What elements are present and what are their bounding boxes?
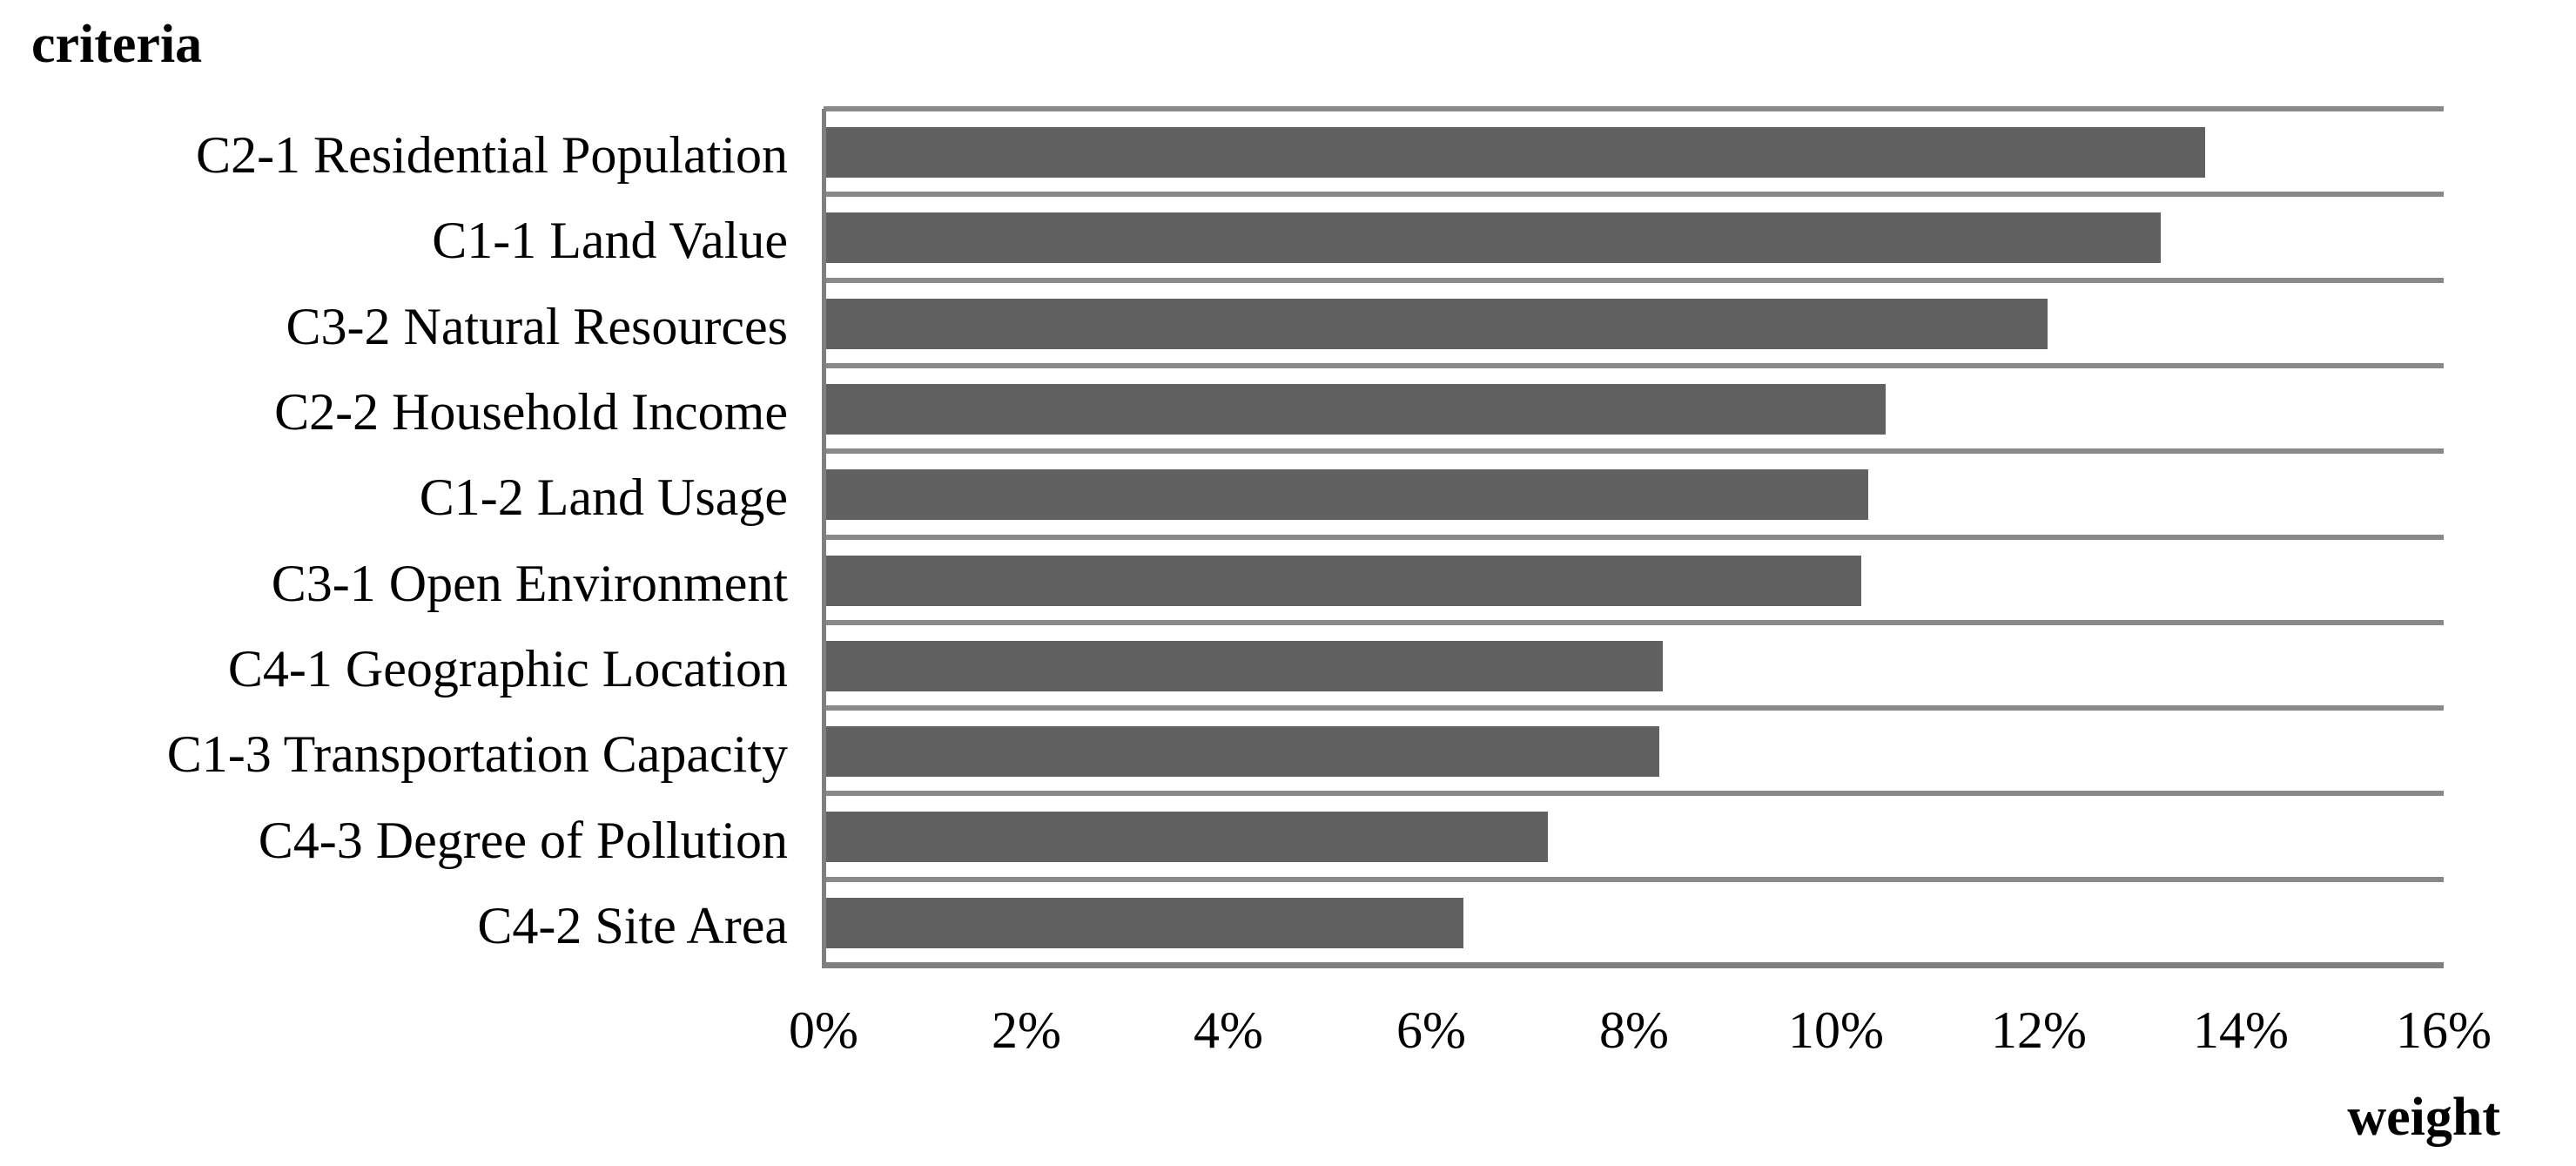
bar: [824, 127, 2205, 178]
bar: [824, 556, 1861, 606]
category-label: C3-2 Natural Resources: [286, 298, 788, 355]
category-label: C4-1 Geographic Location: [227, 640, 788, 698]
x-tick-label: 14%: [2193, 1001, 2289, 1059]
x-axis-title: weight: [2347, 1088, 2500, 1147]
bar: [824, 726, 1659, 777]
gridline: [824, 535, 2444, 540]
category-label: C4-2 Site Area: [477, 897, 788, 954]
gridline: [824, 278, 2444, 283]
category-label: C2-1 Residential Population: [196, 126, 788, 184]
bar: [824, 898, 1463, 948]
category-label: C4-3 Degree of Pollution: [258, 812, 788, 869]
x-tick-label: 8%: [1599, 1001, 1669, 1059]
category-label: C1-3 Transportation Capacity: [166, 725, 788, 783]
x-tick-label: 12%: [1991, 1001, 2087, 1059]
gridline: [824, 620, 2444, 625]
category-label: C2-2 Household Income: [274, 383, 788, 441]
gridline: [824, 363, 2444, 368]
gridline: [824, 192, 2444, 197]
gridline: [824, 705, 2444, 711]
x-tick-label: 16%: [2396, 1001, 2492, 1059]
x-tick-label: 10%: [1788, 1001, 1884, 1059]
category-label: C1-2 Land Usage: [419, 468, 788, 526]
gridline: [824, 877, 2444, 882]
y-axis-title: criteria: [31, 15, 203, 74]
gridline: [824, 448, 2444, 454]
category-label: C3-1 Open Environment: [271, 555, 788, 612]
x-tick-label: 4%: [1194, 1001, 1263, 1059]
y-axis-line: [822, 109, 826, 968]
x-tick-label: 0%: [789, 1001, 858, 1059]
bar: [824, 212, 2161, 263]
x-tick-label: 6%: [1396, 1001, 1466, 1059]
gridline: [824, 791, 2444, 796]
bar: [824, 812, 1548, 862]
gridline: [824, 106, 2444, 111]
bar: [824, 299, 2048, 349]
category-label: C1-1 Land Value: [432, 212, 788, 269]
x-tick-label: 2%: [992, 1001, 1061, 1059]
bar: [824, 641, 1663, 691]
bar: [824, 384, 1886, 435]
bar: [824, 469, 1868, 520]
x-axis-line: [824, 962, 2444, 968]
